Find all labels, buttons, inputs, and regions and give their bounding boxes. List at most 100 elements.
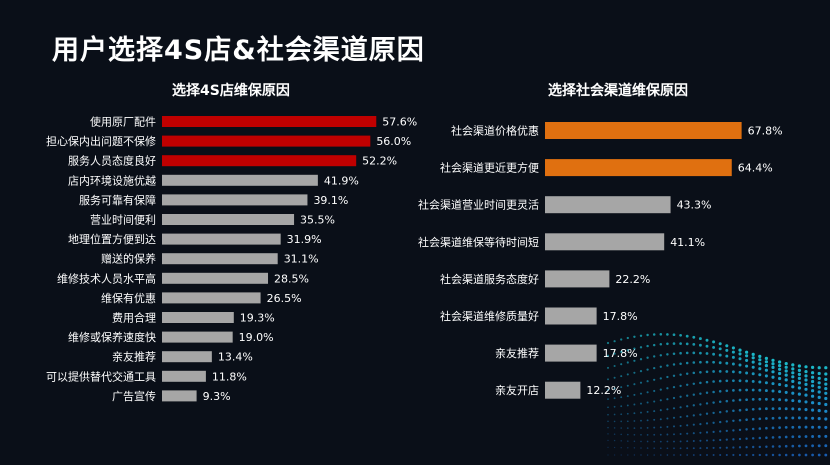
decor-dot	[712, 340, 716, 344]
decor-dot	[811, 371, 815, 375]
decorative-dot-wave	[606, 333, 828, 457]
decor-dot	[659, 365, 662, 368]
category-label: 服务可靠有保障	[79, 193, 156, 207]
decor-dot	[738, 428, 742, 432]
decor-dot	[804, 416, 808, 420]
decor-dot	[607, 378, 609, 381]
decor-dot	[745, 371, 749, 375]
decor-dot	[646, 447, 649, 449]
decor-dot	[791, 379, 795, 383]
decor-dot	[620, 338, 623, 341]
decor-dot	[811, 444, 815, 448]
decor-dot	[712, 401, 715, 404]
decor-dot	[646, 454, 649, 456]
decor-dot	[731, 370, 735, 374]
decor-dot	[646, 434, 649, 436]
decor-dot	[666, 375, 669, 379]
decor-dot	[607, 433, 609, 435]
decor-dot	[811, 401, 815, 405]
bar	[162, 312, 234, 323]
decor-dot	[705, 344, 709, 348]
decor-dot	[712, 421, 715, 424]
decor-dot	[784, 369, 788, 373]
decor-dot	[752, 445, 755, 449]
decor-dot	[666, 364, 669, 367]
decor-dot	[824, 453, 828, 457]
decor-dot	[653, 355, 656, 358]
decor-dot	[745, 350, 749, 354]
decor-dot	[659, 354, 663, 357]
decor-dot	[712, 439, 715, 442]
decor-dot	[817, 381, 821, 385]
decor-dot	[659, 426, 662, 429]
category-label: 亲友开店	[495, 383, 539, 397]
decor-dot	[791, 453, 795, 457]
bar	[162, 194, 308, 206]
bar	[162, 155, 357, 167]
bar	[162, 331, 233, 343]
decor-dot	[732, 453, 735, 457]
value-label: 41.1%	[670, 236, 705, 249]
decor-dot	[771, 362, 775, 366]
decor-dot	[633, 383, 636, 386]
decor-dot	[699, 403, 702, 406]
decor-dot	[731, 346, 735, 350]
decor-dot	[633, 393, 636, 396]
decor-dot	[679, 373, 682, 376]
decor-dot	[607, 439, 609, 442]
decor-dot	[666, 353, 669, 356]
decor-dot	[745, 453, 748, 457]
value-label: 22.2%	[615, 273, 650, 286]
decor-dot	[705, 338, 709, 342]
decor-dot	[613, 397, 616, 400]
decor-dot	[804, 370, 808, 374]
decor-dot	[817, 366, 821, 370]
bar	[545, 159, 732, 177]
decor-dot	[751, 379, 755, 383]
decor-dot	[613, 433, 616, 435]
decor-dot	[758, 362, 762, 366]
decor-dot	[758, 380, 762, 384]
decor-dot	[718, 410, 722, 414]
decor-dot	[784, 365, 788, 369]
decor-dot	[626, 412, 629, 415]
category-label: 社会渠道更近更方便	[440, 161, 539, 175]
decor-dot	[653, 440, 656, 443]
decor-dot	[699, 371, 702, 374]
decor-dot	[797, 407, 801, 411]
decor-dot	[752, 453, 755, 457]
decor-dot	[712, 411, 715, 415]
decor-dot	[738, 379, 742, 383]
decor-dot	[620, 386, 623, 389]
decor-dot	[732, 438, 735, 441]
decor-dot	[705, 391, 709, 395]
decor-dot	[738, 352, 742, 356]
decor-dot	[673, 440, 675, 443]
decor-dot	[679, 433, 682, 435]
decor-dot	[791, 391, 795, 395]
decor-dot	[817, 444, 821, 448]
decor-dot	[698, 337, 702, 341]
decor-dot	[705, 446, 709, 450]
decor-dot	[653, 400, 656, 403]
decor-dot	[771, 416, 775, 420]
decor-dot	[679, 362, 682, 365]
decor-dot	[745, 408, 748, 412]
decor-dot	[731, 362, 735, 366]
decor-dot	[646, 391, 649, 394]
decor-dot	[797, 381, 801, 385]
decor-dot	[804, 408, 808, 412]
decor-dot	[824, 425, 828, 429]
decor-dot	[633, 403, 636, 406]
decor-dot	[778, 364, 782, 368]
decor-dot	[673, 447, 675, 450]
decor-dot	[771, 358, 775, 362]
category-label: 地理位置方便到达	[68, 232, 156, 246]
decor-dot	[679, 333, 682, 337]
decor-dot	[791, 416, 795, 420]
decor-dot	[745, 398, 748, 402]
decor-dot	[751, 417, 755, 421]
decor-dot	[784, 378, 788, 382]
decor-dot	[804, 444, 808, 448]
decor-dot	[712, 454, 715, 456]
